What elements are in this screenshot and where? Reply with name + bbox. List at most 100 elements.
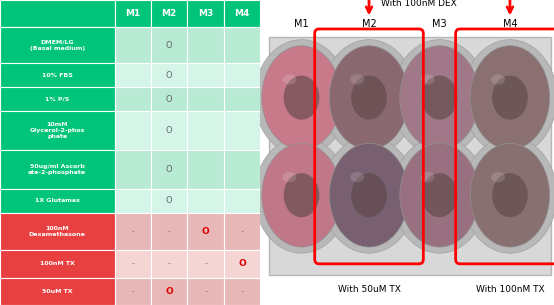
Text: M4: M4 (234, 9, 250, 18)
Bar (151, 278, 187, 305)
Text: 100nM TX: 100nM TX (40, 261, 75, 266)
Ellipse shape (470, 46, 550, 149)
Bar (0, 0, 115, 27)
Ellipse shape (283, 74, 296, 84)
Bar (115, 250, 151, 278)
Text: -: - (204, 287, 207, 296)
Bar (151, 27, 187, 63)
Bar (151, 150, 187, 189)
Bar (187, 189, 224, 213)
Bar (224, 111, 260, 150)
Ellipse shape (492, 76, 528, 120)
Ellipse shape (400, 46, 479, 149)
Bar (0, 111, 115, 150)
Text: -: - (240, 227, 244, 236)
Bar (151, 213, 187, 250)
Ellipse shape (330, 143, 409, 247)
Text: O: O (166, 287, 173, 296)
Bar (115, 111, 151, 150)
Ellipse shape (420, 74, 434, 84)
Text: DMEM/LG
(Basal medium): DMEM/LG (Basal medium) (30, 40, 85, 51)
Ellipse shape (262, 46, 341, 149)
Text: M1: M1 (294, 20, 309, 29)
Bar (115, 27, 151, 63)
Bar (224, 278, 260, 305)
Bar (0, 213, 115, 250)
Text: O: O (166, 95, 172, 104)
Text: M2: M2 (162, 9, 177, 18)
Text: 1% P/S: 1% P/S (45, 97, 69, 102)
Bar (115, 213, 151, 250)
Ellipse shape (351, 76, 387, 120)
Ellipse shape (254, 137, 348, 253)
Ellipse shape (491, 172, 505, 182)
Bar (187, 87, 224, 111)
Ellipse shape (422, 76, 457, 120)
Text: 50uM TX: 50uM TX (42, 289, 73, 294)
Bar (151, 63, 187, 87)
Bar (187, 0, 224, 27)
Text: M1: M1 (125, 9, 140, 18)
Bar (187, 63, 224, 87)
Bar (224, 87, 260, 111)
Text: M4: M4 (502, 20, 517, 29)
Bar (115, 150, 151, 189)
Text: O: O (166, 70, 172, 80)
Bar (0, 27, 115, 63)
Bar (115, 0, 151, 27)
Bar (187, 111, 224, 150)
Text: M3: M3 (432, 20, 447, 29)
Text: -: - (168, 259, 171, 268)
Ellipse shape (254, 40, 348, 156)
Ellipse shape (350, 74, 364, 84)
Text: -: - (131, 259, 134, 268)
Ellipse shape (420, 172, 434, 182)
Ellipse shape (351, 173, 387, 217)
Bar (0, 87, 115, 111)
Bar (115, 63, 151, 87)
Bar (224, 0, 260, 27)
Text: With 100nM DEX: With 100nM DEX (381, 0, 457, 8)
Bar (224, 150, 260, 189)
Text: O: O (166, 126, 172, 135)
Text: O: O (202, 227, 209, 236)
Bar (0, 189, 115, 213)
Text: O: O (166, 196, 172, 206)
Bar (187, 278, 224, 305)
Ellipse shape (350, 172, 364, 182)
Text: O: O (166, 41, 172, 50)
Ellipse shape (284, 173, 319, 217)
Bar (0, 150, 115, 189)
Ellipse shape (283, 172, 296, 182)
Bar (224, 189, 260, 213)
Bar (151, 189, 187, 213)
Bar (115, 278, 151, 305)
Text: 10mM
Glycerol-2-phos
phate: 10mM Glycerol-2-phos phate (29, 122, 85, 139)
Text: 10% FBS: 10% FBS (42, 73, 73, 77)
Text: M2: M2 (362, 20, 376, 29)
Text: With 50uM TX: With 50uM TX (337, 285, 401, 294)
Bar (187, 27, 224, 63)
Bar (115, 189, 151, 213)
Text: O: O (238, 259, 246, 268)
Bar (269, 37, 551, 274)
Ellipse shape (400, 143, 479, 247)
Text: M3: M3 (198, 9, 213, 18)
Ellipse shape (392, 137, 486, 253)
Ellipse shape (322, 40, 416, 156)
Ellipse shape (463, 40, 554, 156)
Text: 1X Glutamax: 1X Glutamax (35, 199, 80, 203)
Text: -: - (240, 287, 244, 296)
Ellipse shape (492, 173, 528, 217)
Ellipse shape (392, 40, 486, 156)
Bar (0, 250, 115, 278)
Text: With 100nM TX: With 100nM TX (476, 285, 544, 294)
Text: 50ug/ml Ascorb
ate-2-phosphate: 50ug/ml Ascorb ate-2-phosphate (28, 164, 86, 175)
Bar (115, 87, 151, 111)
Bar (224, 27, 260, 63)
Ellipse shape (470, 143, 550, 247)
Text: 100nM
Dexamethasone: 100nM Dexamethasone (29, 226, 86, 237)
Bar (151, 87, 187, 111)
Bar (187, 250, 224, 278)
Ellipse shape (284, 76, 319, 120)
